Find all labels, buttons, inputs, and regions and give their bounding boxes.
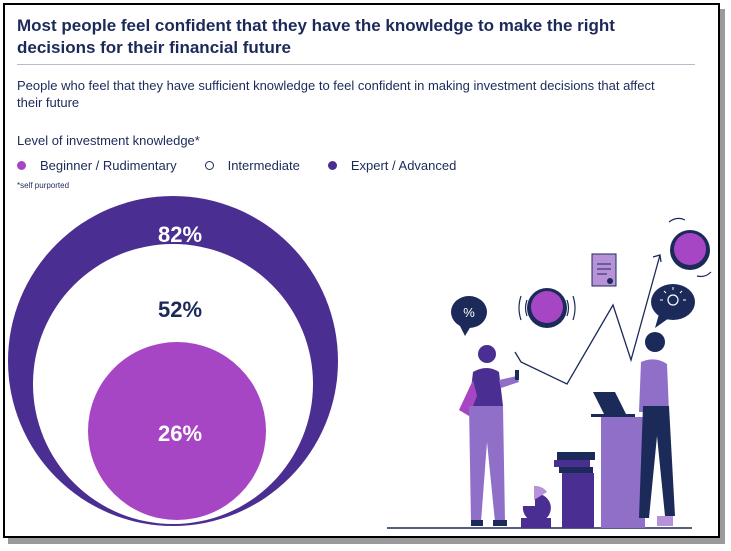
legend-swatch-intermediate	[204, 160, 214, 170]
coin-icon-top	[668, 217, 712, 278]
legend-label-beginner: Beginner / Rudimentary	[40, 157, 177, 173]
document-icon	[591, 253, 617, 287]
percent-symbol: %	[463, 305, 475, 320]
legend-swatch-beginner	[17, 160, 26, 170]
legend-swatch-expert	[327, 160, 337, 170]
chart-legend: Beginner / Rudimentary Intermediate Expe…	[17, 156, 484, 174]
label-beginner: 26%	[158, 421, 202, 446]
percent-speech-bubble-icon: %	[451, 296, 487, 336]
footnote: *self purported	[17, 181, 70, 190]
books-icon	[554, 452, 595, 528]
infographic-frame: Most people feel confident that they hav…	[3, 3, 720, 538]
chart-subtitle: People who feel that they have sufficien…	[17, 78, 655, 110]
label-intermediate: 52%	[158, 297, 202, 322]
pie-chart-icon	[521, 485, 551, 528]
nested-circle-chart: 82% 52% 26%	[8, 196, 338, 526]
lightbulb-speech-bubble-icon	[651, 284, 695, 328]
woman-figure-right	[639, 332, 675, 526]
legend-item-expert: Expert / Advanced	[327, 157, 457, 173]
coin-icon	[518, 288, 576, 328]
circle-beginner	[88, 342, 266, 520]
woman-figure-left	[459, 345, 519, 526]
trend-arrow-icon	[514, 254, 661, 385]
illustration: %	[387, 217, 712, 529]
laptop-icon	[591, 392, 645, 528]
legend-label-intermediate: Intermediate	[227, 157, 300, 173]
legend-label-expert: Expert / Advanced	[350, 157, 457, 173]
legend-title: Level of investment knowledge*	[17, 133, 200, 148]
legend-item-beginner: Beginner / Rudimentary	[17, 158, 177, 173]
label-expert: 82%	[158, 222, 202, 247]
page-title: Most people feel confident that they hav…	[17, 16, 615, 57]
legend-item-intermediate: Intermediate	[204, 157, 300, 173]
arrow-head	[652, 254, 662, 263]
title-divider	[17, 64, 695, 65]
